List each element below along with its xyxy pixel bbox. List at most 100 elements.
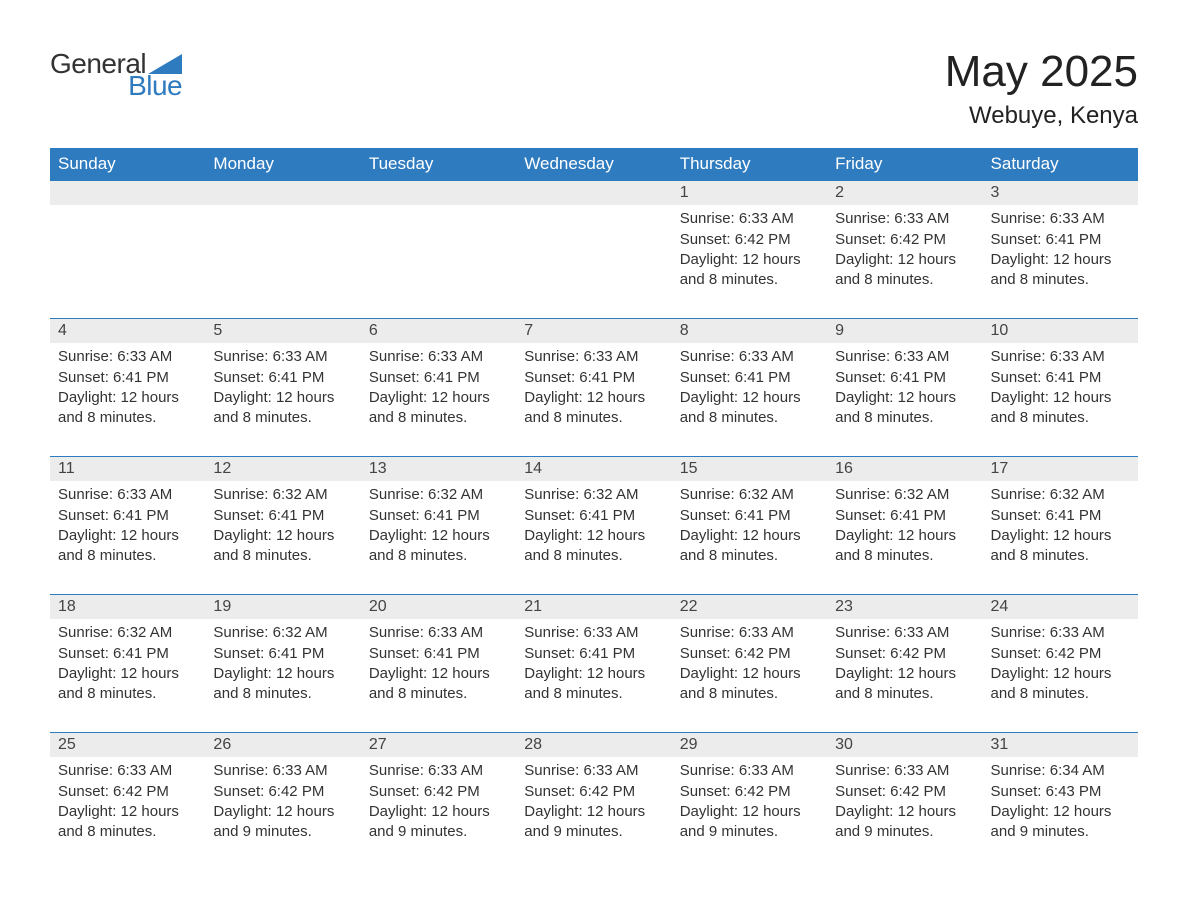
sunset-line: Sunset: 6:42 PM — [680, 230, 819, 250]
sunset-line: Sunset: 6:41 PM — [524, 506, 663, 526]
day-body: Sunrise: 6:33 AMSunset: 6:41 PMDaylight:… — [983, 343, 1138, 432]
daylight-line: Daylight: 12 hours and 8 minutes. — [680, 250, 819, 291]
calendar-week-row: 4Sunrise: 6:33 AMSunset: 6:41 PMDaylight… — [50, 319, 1138, 457]
brand-logo: General Blue — [50, 48, 182, 102]
sunrise-line: Sunrise: 6:33 AM — [835, 761, 974, 781]
weekday-header: Sunday — [50, 148, 205, 181]
sunrise-line: Sunrise: 6:33 AM — [213, 347, 352, 367]
day-number: 2 — [827, 181, 982, 205]
day-number: 27 — [361, 733, 516, 757]
day-number: 29 — [672, 733, 827, 757]
sunrise-line: Sunrise: 6:32 AM — [58, 623, 197, 643]
daylight-line: Daylight: 12 hours and 9 minutes. — [680, 802, 819, 843]
daylight-line: Daylight: 12 hours and 8 minutes. — [835, 250, 974, 291]
sunrise-line: Sunrise: 6:33 AM — [524, 761, 663, 781]
daylight-line: Daylight: 12 hours and 8 minutes. — [835, 526, 974, 567]
calendar-cell: 3Sunrise: 6:33 AMSunset: 6:41 PMDaylight… — [983, 181, 1138, 319]
sunrise-line: Sunrise: 6:33 AM — [991, 623, 1130, 643]
sunrise-line: Sunrise: 6:32 AM — [680, 485, 819, 505]
day-number: 3 — [983, 181, 1138, 205]
daylight-line: Daylight: 12 hours and 8 minutes. — [58, 664, 197, 705]
calendar-cell: 27Sunrise: 6:33 AMSunset: 6:42 PMDayligh… — [361, 733, 516, 871]
sunset-line: Sunset: 6:42 PM — [835, 230, 974, 250]
day-body: Sunrise: 6:33 AMSunset: 6:41 PMDaylight:… — [672, 343, 827, 432]
sunset-line: Sunset: 6:41 PM — [58, 368, 197, 388]
sunset-line: Sunset: 6:41 PM — [213, 644, 352, 664]
sunset-line: Sunset: 6:41 PM — [213, 368, 352, 388]
day-body: Sunrise: 6:33 AMSunset: 6:42 PMDaylight:… — [827, 619, 982, 708]
sunset-line: Sunset: 6:41 PM — [680, 506, 819, 526]
sunset-line: Sunset: 6:41 PM — [835, 506, 974, 526]
day-number: 5 — [205, 319, 360, 343]
day-body: Sunrise: 6:32 AMSunset: 6:41 PMDaylight:… — [672, 481, 827, 570]
calendar-cell: 21Sunrise: 6:33 AMSunset: 6:41 PMDayligh… — [516, 595, 671, 733]
day-number: 22 — [672, 595, 827, 619]
day-body: Sunrise: 6:33 AMSunset: 6:41 PMDaylight:… — [205, 343, 360, 432]
day-number: 23 — [827, 595, 982, 619]
day-body: Sunrise: 6:33 AMSunset: 6:41 PMDaylight:… — [361, 619, 516, 708]
day-body: Sunrise: 6:33 AMSunset: 6:42 PMDaylight:… — [827, 205, 982, 294]
day-body: Sunrise: 6:32 AMSunset: 6:41 PMDaylight:… — [361, 481, 516, 570]
weekday-header: Friday — [827, 148, 982, 181]
calendar-cell — [50, 181, 205, 319]
daylight-line: Daylight: 12 hours and 8 minutes. — [524, 664, 663, 705]
sunrise-line: Sunrise: 6:32 AM — [369, 485, 508, 505]
calendar-cell: 11Sunrise: 6:33 AMSunset: 6:41 PMDayligh… — [50, 457, 205, 595]
day-body: Sunrise: 6:33 AMSunset: 6:41 PMDaylight:… — [361, 343, 516, 432]
day-body: Sunrise: 6:33 AMSunset: 6:41 PMDaylight:… — [50, 481, 205, 570]
sunset-line: Sunset: 6:41 PM — [58, 506, 197, 526]
calendar-cell: 31Sunrise: 6:34 AMSunset: 6:43 PMDayligh… — [983, 733, 1138, 871]
sunrise-line: Sunrise: 6:33 AM — [680, 623, 819, 643]
sunset-line: Sunset: 6:41 PM — [369, 644, 508, 664]
weekday-header: Saturday — [983, 148, 1138, 181]
daylight-line: Daylight: 12 hours and 8 minutes. — [835, 664, 974, 705]
calendar-cell: 24Sunrise: 6:33 AMSunset: 6:42 PMDayligh… — [983, 595, 1138, 733]
sunset-line: Sunset: 6:41 PM — [524, 368, 663, 388]
calendar-cell: 9Sunrise: 6:33 AMSunset: 6:41 PMDaylight… — [827, 319, 982, 457]
day-body-empty — [205, 205, 360, 213]
daylight-line: Daylight: 12 hours and 8 minutes. — [369, 388, 508, 429]
daylight-line: Daylight: 12 hours and 8 minutes. — [835, 388, 974, 429]
calendar-cell — [205, 181, 360, 319]
day-number: 15 — [672, 457, 827, 481]
calendar-table: Sunday Monday Tuesday Wednesday Thursday… — [50, 148, 1138, 871]
calendar-cell: 8Sunrise: 6:33 AMSunset: 6:41 PMDaylight… — [672, 319, 827, 457]
day-number: 25 — [50, 733, 205, 757]
sunrise-line: Sunrise: 6:33 AM — [369, 761, 508, 781]
day-number: 11 — [50, 457, 205, 481]
sunset-line: Sunset: 6:42 PM — [58, 782, 197, 802]
sunrise-line: Sunrise: 6:33 AM — [680, 347, 819, 367]
day-number: 10 — [983, 319, 1138, 343]
day-body: Sunrise: 6:33 AMSunset: 6:42 PMDaylight:… — [827, 757, 982, 846]
day-body: Sunrise: 6:33 AMSunset: 6:42 PMDaylight:… — [516, 757, 671, 846]
calendar-body: 1Sunrise: 6:33 AMSunset: 6:42 PMDaylight… — [50, 181, 1138, 871]
calendar-cell: 26Sunrise: 6:33 AMSunset: 6:42 PMDayligh… — [205, 733, 360, 871]
day-number: 4 — [50, 319, 205, 343]
day-body: Sunrise: 6:32 AMSunset: 6:41 PMDaylight:… — [50, 619, 205, 708]
calendar-cell: 22Sunrise: 6:33 AMSunset: 6:42 PMDayligh… — [672, 595, 827, 733]
sunrise-line: Sunrise: 6:33 AM — [991, 347, 1130, 367]
sunset-line: Sunset: 6:41 PM — [369, 368, 508, 388]
day-number: 24 — [983, 595, 1138, 619]
daylight-line: Daylight: 12 hours and 8 minutes. — [991, 526, 1130, 567]
day-body: Sunrise: 6:32 AMSunset: 6:41 PMDaylight:… — [516, 481, 671, 570]
calendar-cell: 23Sunrise: 6:33 AMSunset: 6:42 PMDayligh… — [827, 595, 982, 733]
calendar-cell: 29Sunrise: 6:33 AMSunset: 6:42 PMDayligh… — [672, 733, 827, 871]
day-number: 7 — [516, 319, 671, 343]
day-body-empty — [516, 205, 671, 213]
calendar-week-row: 11Sunrise: 6:33 AMSunset: 6:41 PMDayligh… — [50, 457, 1138, 595]
calendar-cell: 7Sunrise: 6:33 AMSunset: 6:41 PMDaylight… — [516, 319, 671, 457]
sunset-line: Sunset: 6:42 PM — [835, 782, 974, 802]
sunset-line: Sunset: 6:41 PM — [680, 368, 819, 388]
day-number: 19 — [205, 595, 360, 619]
sunrise-line: Sunrise: 6:33 AM — [680, 761, 819, 781]
sunset-line: Sunset: 6:42 PM — [213, 782, 352, 802]
day-number: 17 — [983, 457, 1138, 481]
day-body: Sunrise: 6:33 AMSunset: 6:42 PMDaylight:… — [672, 619, 827, 708]
day-body: Sunrise: 6:33 AMSunset: 6:42 PMDaylight:… — [205, 757, 360, 846]
sunset-line: Sunset: 6:42 PM — [369, 782, 508, 802]
day-number: 6 — [361, 319, 516, 343]
day-body: Sunrise: 6:32 AMSunset: 6:41 PMDaylight:… — [205, 619, 360, 708]
daylight-line: Daylight: 12 hours and 8 minutes. — [991, 664, 1130, 705]
daylight-line: Daylight: 12 hours and 8 minutes. — [213, 664, 352, 705]
